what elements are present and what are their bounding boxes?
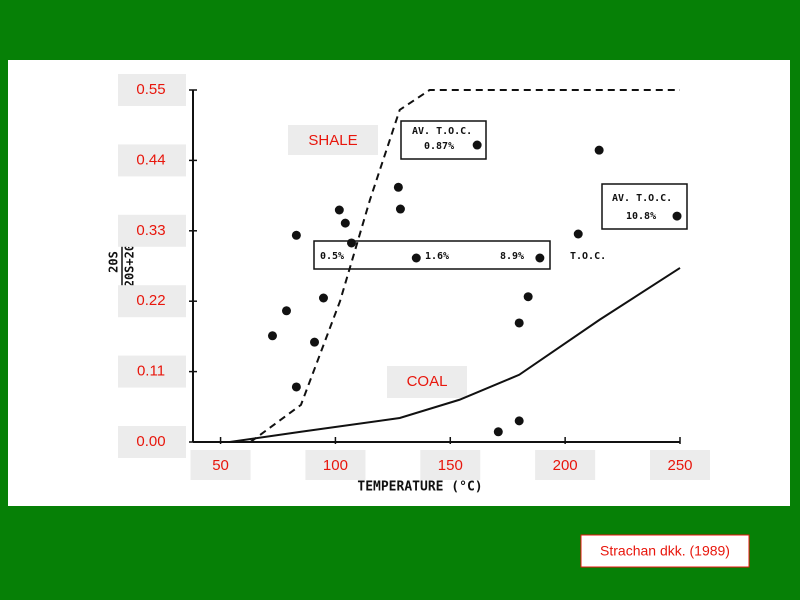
y-label-top: 20S (107, 251, 121, 273)
y-tick-box (118, 355, 186, 388)
chart: TEMPERATURE (°C) 20S 20S+20R SHALE COAL … (107, 74, 710, 495)
data-point (523, 292, 533, 302)
y-label-bottom: 20S+20R (123, 236, 137, 287)
y-tick-label: 0.33 (136, 222, 165, 239)
y-tick-label: 0.22 (136, 292, 165, 309)
y-tick-box (118, 74, 186, 106)
x-tick-label: 200 (553, 457, 578, 474)
data-point (291, 230, 301, 240)
x-tick-label: 100 (323, 457, 348, 474)
curve (249, 89, 680, 443)
toc-box-2-title: AV. T.O.C. (612, 193, 672, 204)
y-tick-box (118, 426, 186, 458)
data-point (594, 145, 604, 155)
data-point (672, 211, 682, 221)
data-point (281, 306, 291, 316)
data-point (573, 229, 583, 239)
toc-box-1-title: AV. T.O.C. (412, 126, 472, 137)
coal-box (387, 366, 467, 398)
x-axis-title: TEMPERATURE (°C) (357, 480, 482, 495)
x-tick-box (420, 450, 481, 480)
toc-row-label: 1.6% (425, 251, 449, 262)
curve (229, 267, 681, 443)
toc-box-1 (400, 120, 487, 160)
y-tick-box (118, 285, 186, 318)
data-point (493, 427, 503, 437)
shale-box (288, 125, 378, 155)
data-point (347, 238, 357, 248)
x-tick-box (190, 450, 251, 480)
data-point (267, 331, 277, 341)
y-tick-label: 0.55 (136, 81, 165, 98)
data-point (514, 318, 524, 328)
x-tick-label: 150 (438, 457, 463, 474)
toc-box-1-value: 0.87% (424, 141, 454, 152)
toc-row-box (313, 240, 551, 270)
data-point (472, 140, 482, 150)
y-tick-box (118, 144, 186, 177)
toc-row-label: 8.9% (500, 251, 524, 262)
data-point (310, 337, 320, 347)
data-point (411, 253, 421, 263)
y-tick-label: 0.00 (136, 433, 165, 450)
data-point (514, 416, 524, 426)
data-point (334, 205, 344, 215)
y-tick-box (118, 214, 186, 247)
data-point (340, 218, 350, 228)
toc-box-2-value: 10.8% (626, 211, 656, 222)
x-tick-label: 250 (667, 457, 692, 474)
citation: Strachan dkk. (1989) (600, 543, 730, 559)
x-tick-box (535, 450, 596, 480)
y-tick-label: 0.11 (137, 363, 165, 380)
y-axis-title: 20S 20S+20R (107, 234, 137, 290)
x-tick-box (305, 450, 366, 480)
data-point (535, 253, 545, 263)
x-tick-label: 50 (212, 457, 229, 474)
data-point (393, 182, 403, 192)
toc-row-label: T.O.C. (570, 251, 606, 262)
toc-box-2 (601, 183, 688, 230)
citation-box (580, 534, 750, 568)
x-tick-box (650, 450, 710, 480)
y-tick-label: 0.44 (136, 151, 165, 168)
coal-label: COAL (407, 373, 448, 390)
data-point (395, 204, 405, 214)
data-point (291, 382, 301, 392)
data-point (318, 293, 328, 303)
toc-row-label: 0.5% (320, 251, 344, 262)
shale-label: SHALE (308, 132, 357, 149)
